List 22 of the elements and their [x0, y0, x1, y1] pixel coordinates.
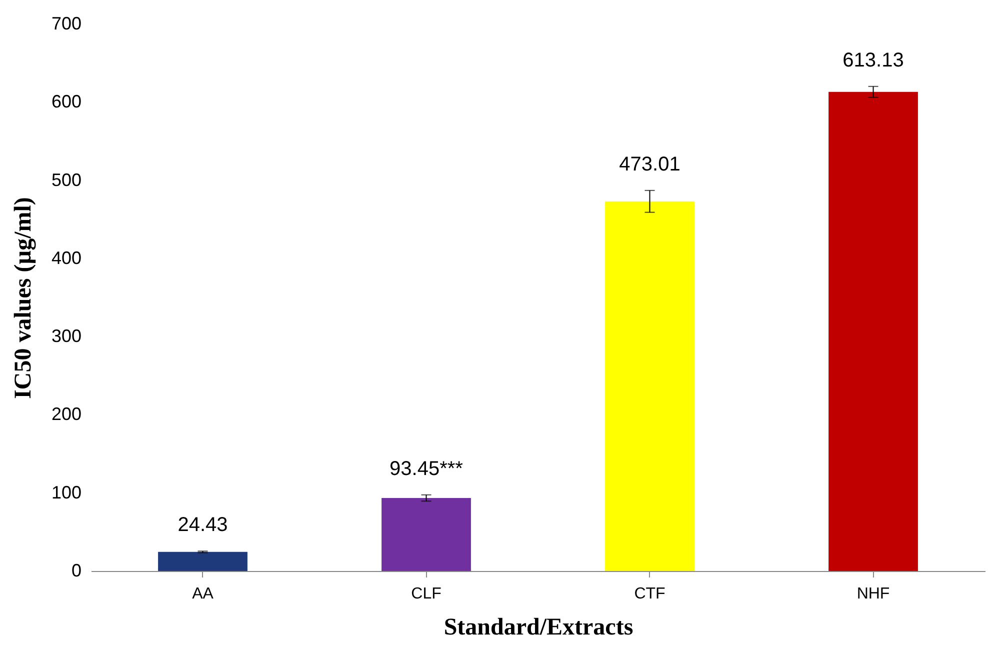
bar [382, 498, 471, 571]
bar [828, 92, 918, 571]
x-tick-label: AA [192, 586, 214, 602]
y-tick-label: 200 [51, 404, 82, 424]
y-tick-label: 0 [71, 560, 82, 580]
data-label: 473.01 [619, 153, 680, 176]
x-tick-label: NHF [856, 586, 890, 602]
x-tick-label: CTF [634, 586, 666, 602]
data-label: 93.45*** [390, 458, 464, 480]
y-axis-title: IC50 values (µg/ml) [10, 197, 36, 399]
data-label: 24.43 [178, 514, 228, 536]
x-tick-label: CLF [411, 586, 442, 602]
bar [605, 201, 694, 571]
bar [158, 552, 248, 571]
y-tick-label: 500 [51, 170, 82, 190]
y-tick-label: 300 [51, 326, 82, 346]
y-tick-label: 100 [51, 482, 82, 502]
y-tick-label: 400 [51, 248, 82, 268]
x-axis-title: Standard/Extracts [444, 614, 634, 640]
y-tick-label: 600 [51, 92, 82, 112]
data-label: 613.13 [842, 49, 904, 72]
y-tick-label: 700 [51, 14, 82, 34]
